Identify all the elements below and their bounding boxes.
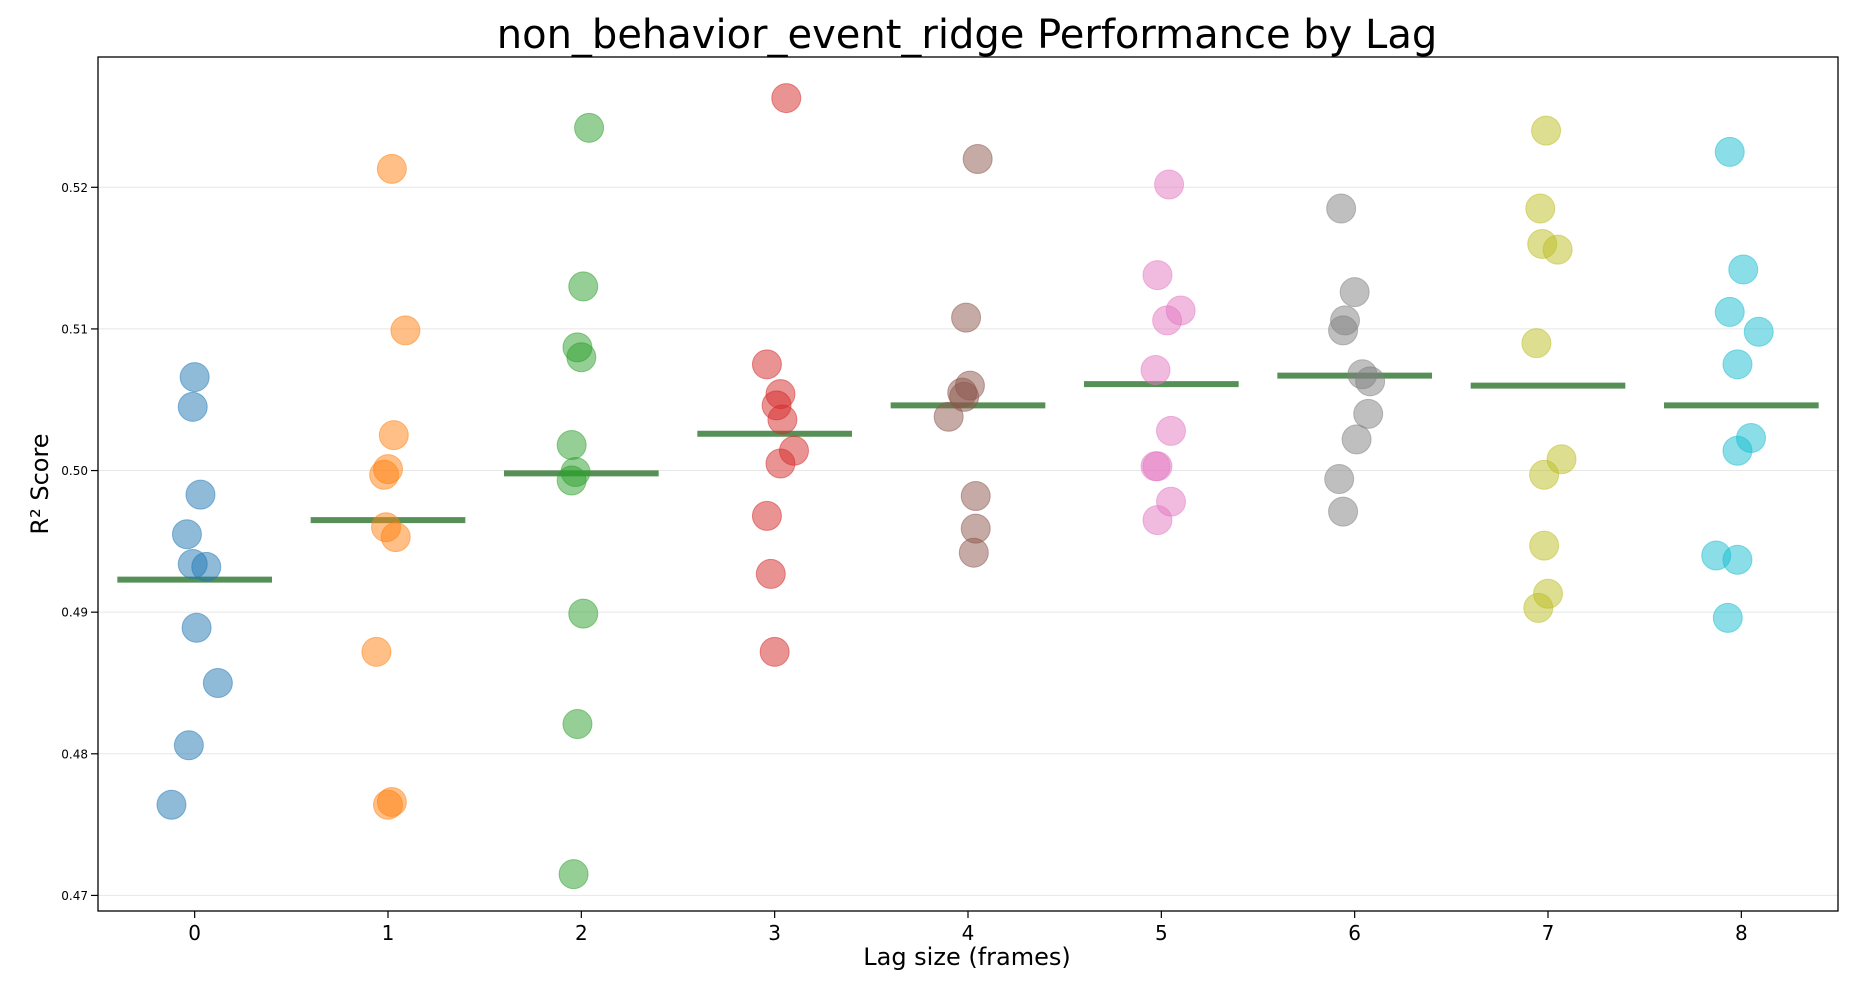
data-point xyxy=(1542,234,1573,265)
data-points xyxy=(156,83,1774,890)
data-point xyxy=(767,404,798,435)
y-tick-label: 0.48 xyxy=(61,747,88,761)
data-point xyxy=(171,519,202,550)
data-point xyxy=(378,420,409,451)
y-axis-ticks: 0.47 0.48 0.49 0.50 0.51 0.52 xyxy=(61,181,98,903)
chart-title: non_behavior_event_ridge Performance by … xyxy=(497,12,1438,58)
data-point xyxy=(771,83,802,114)
x-tick-label: 0 xyxy=(188,921,201,945)
data-point xyxy=(181,612,212,643)
data-point xyxy=(1531,115,1562,146)
data-point xyxy=(361,636,392,667)
y-tick-label: 0.51 xyxy=(61,322,88,336)
data-point xyxy=(173,730,204,761)
data-point xyxy=(933,401,964,432)
data-point xyxy=(1722,544,1753,575)
x-tick-label: 2 xyxy=(575,921,588,945)
data-point xyxy=(1722,435,1753,466)
x-axis-label: Lag size (frames) xyxy=(863,943,1071,971)
y-tick-label: 0.50 xyxy=(61,464,88,478)
data-point xyxy=(1714,296,1745,327)
data-point xyxy=(179,362,210,393)
data-point xyxy=(1525,193,1556,224)
data-point xyxy=(1523,592,1554,623)
data-point xyxy=(951,302,982,333)
data-point xyxy=(1521,328,1552,359)
data-point xyxy=(755,558,786,589)
data-point xyxy=(1722,349,1753,380)
data-point xyxy=(1152,305,1183,336)
y-tick-label: 0.49 xyxy=(61,606,88,620)
x-tick-label: 8 xyxy=(1735,921,1748,945)
data-point xyxy=(1743,316,1774,347)
x-tick-label: 4 xyxy=(962,921,975,945)
data-point xyxy=(156,789,187,820)
data-point xyxy=(1142,505,1173,536)
data-point xyxy=(558,859,589,890)
data-point xyxy=(1328,496,1359,527)
x-tick-label: 6 xyxy=(1348,921,1361,945)
x-tick-label: 3 xyxy=(768,921,781,945)
data-point xyxy=(574,112,605,143)
data-point xyxy=(568,598,599,629)
data-point xyxy=(1140,451,1171,482)
data-point xyxy=(1326,193,1357,224)
data-point xyxy=(1339,277,1370,308)
y-tick-label: 0.47 xyxy=(61,889,88,903)
data-point xyxy=(1142,260,1173,291)
data-point xyxy=(759,636,790,667)
data-point xyxy=(751,349,782,380)
plot-frame xyxy=(97,56,1839,912)
data-point xyxy=(1156,415,1186,446)
data-point xyxy=(376,153,407,184)
data-point xyxy=(369,459,400,490)
data-point xyxy=(751,500,782,531)
data-point xyxy=(1529,459,1560,490)
data-point xyxy=(960,481,991,512)
data-point xyxy=(202,667,233,698)
y-tick-label: 0.52 xyxy=(61,181,88,195)
data-point xyxy=(380,522,411,553)
data-point xyxy=(185,479,216,510)
data-point xyxy=(568,271,599,302)
data-point xyxy=(1324,464,1355,495)
data-point xyxy=(765,448,796,479)
data-point xyxy=(373,789,403,820)
data-point xyxy=(1140,354,1171,385)
data-point xyxy=(949,381,980,412)
x-axis-ticks: 0 1 2 3 4 5 6 7 8 xyxy=(188,911,1748,945)
data-point xyxy=(1328,315,1359,346)
data-point xyxy=(1712,602,1743,633)
data-point xyxy=(390,315,421,346)
y-axis-label: R² Score xyxy=(26,433,54,534)
data-point xyxy=(1353,398,1384,429)
data-point xyxy=(1728,254,1759,285)
data-point xyxy=(1714,136,1745,167)
x-tick-label: 7 xyxy=(1542,921,1555,945)
data-point xyxy=(556,430,587,461)
data-point xyxy=(1154,169,1185,200)
data-point xyxy=(566,342,597,373)
data-point xyxy=(1341,424,1372,455)
data-point xyxy=(177,391,208,422)
data-point xyxy=(1529,530,1560,561)
data-point xyxy=(962,143,993,174)
data-point xyxy=(191,551,222,582)
x-tick-label: 5 xyxy=(1155,921,1168,945)
data-point xyxy=(556,465,587,496)
data-point xyxy=(1355,366,1386,397)
data-point xyxy=(562,709,593,740)
x-tick-label: 1 xyxy=(382,921,395,945)
data-point xyxy=(958,537,989,568)
